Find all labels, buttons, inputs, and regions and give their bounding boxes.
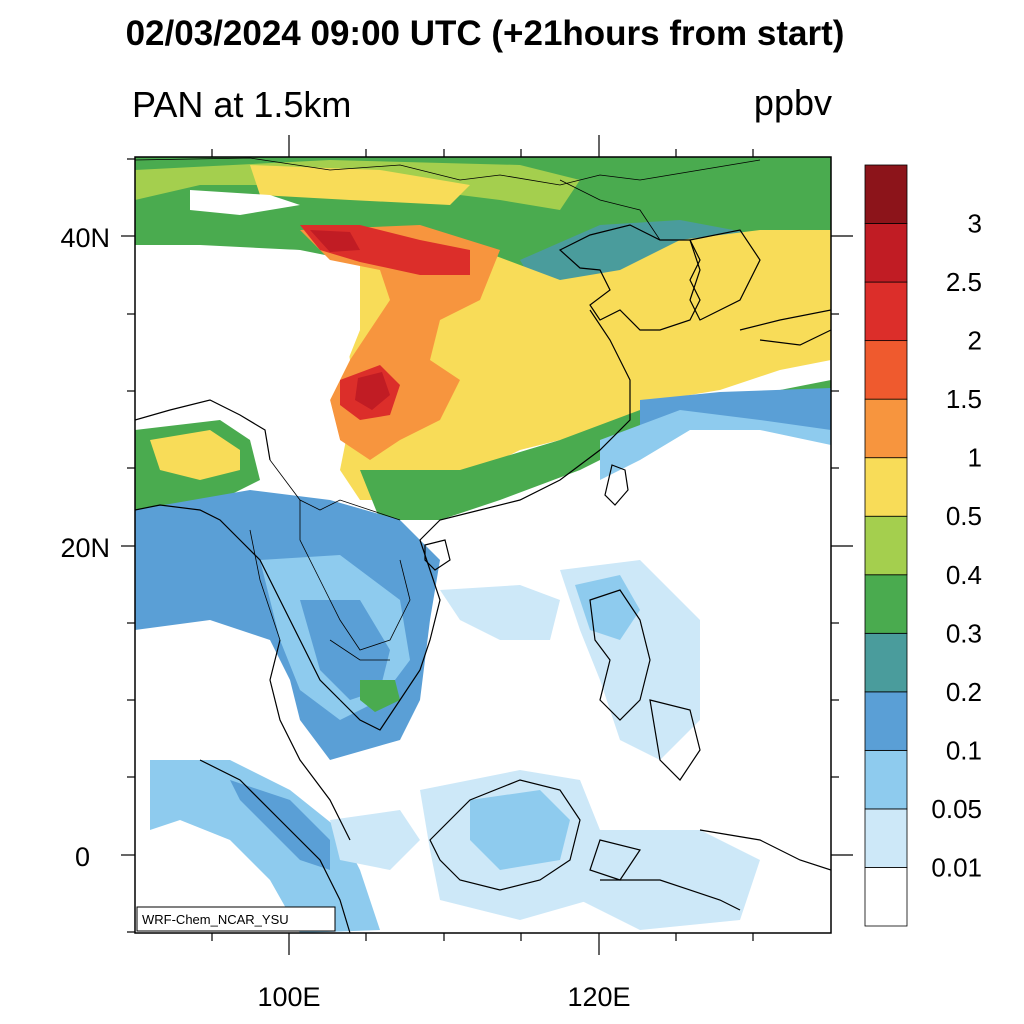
- colorbar-box: [864, 398, 908, 459]
- colorbar-box: [864, 340, 908, 400]
- colorbar-box: [864, 164, 908, 224]
- colorbar-tick-label: 0.1: [946, 735, 982, 765]
- variable-label: PAN at 1.5km: [132, 84, 352, 125]
- colorbar-box: [864, 749, 908, 810]
- colorbar-box: [864, 632, 908, 693]
- colorbar-tick-label: 0.05: [931, 794, 982, 824]
- lat-label-20n: 20N: [60, 533, 110, 563]
- lat-label-0: 0: [75, 842, 90, 872]
- units-label: ppbv: [753, 82, 832, 123]
- lon-label-120e: 120E: [567, 982, 630, 1012]
- colorbar-box: [864, 574, 908, 634]
- axis-ticks: [121, 135, 853, 955]
- lon-label-100e: 100E: [257, 982, 320, 1012]
- country-borders: [135, 157, 761, 661]
- colorbar-box: [864, 223, 908, 283]
- colorbar-tick-label: 0.5: [946, 501, 982, 531]
- colorbar-tick-label: 0.2: [946, 677, 982, 707]
- colorbar-tick-label: 0.4: [946, 560, 982, 590]
- colorbar-tick-label: 2.5: [946, 267, 982, 297]
- colorbar-tick-label: 1.5: [946, 384, 982, 414]
- credit-label: WRF-Chem_NCAR_YSU: [142, 912, 289, 927]
- colorbar-box: [864, 457, 908, 517]
- colorbar-box: [864, 867, 908, 927]
- colorbar-tick-label: 0.3: [946, 618, 982, 648]
- colorbar-box: [864, 281, 908, 342]
- colorbar-tick-label: 1: [968, 443, 982, 473]
- map-frame: [134, 156, 832, 934]
- colorbar: 0.01 0.05 0.1 0.2 0.3 0.4 0.5 1 1.5 2 2.5 3: [864, 164, 982, 927]
- map-title: 02/03/2024 09:00 UTC (+21hours from star…: [125, 14, 845, 53]
- credit-box: [136, 906, 336, 932]
- coastlines: [135, 224, 831, 933]
- colorbar-box: [864, 691, 908, 751]
- colorbar-tick-label: 3: [968, 209, 982, 239]
- colorbar-box: [864, 808, 908, 868]
- colorbar-tick-label: 2: [968, 326, 982, 356]
- colorbar-box: [864, 515, 908, 576]
- lat-label-40n: 40N: [60, 223, 110, 253]
- pan-concentration-field: [135, 157, 831, 933]
- colorbar-tick-label: 0.01: [931, 852, 982, 882]
